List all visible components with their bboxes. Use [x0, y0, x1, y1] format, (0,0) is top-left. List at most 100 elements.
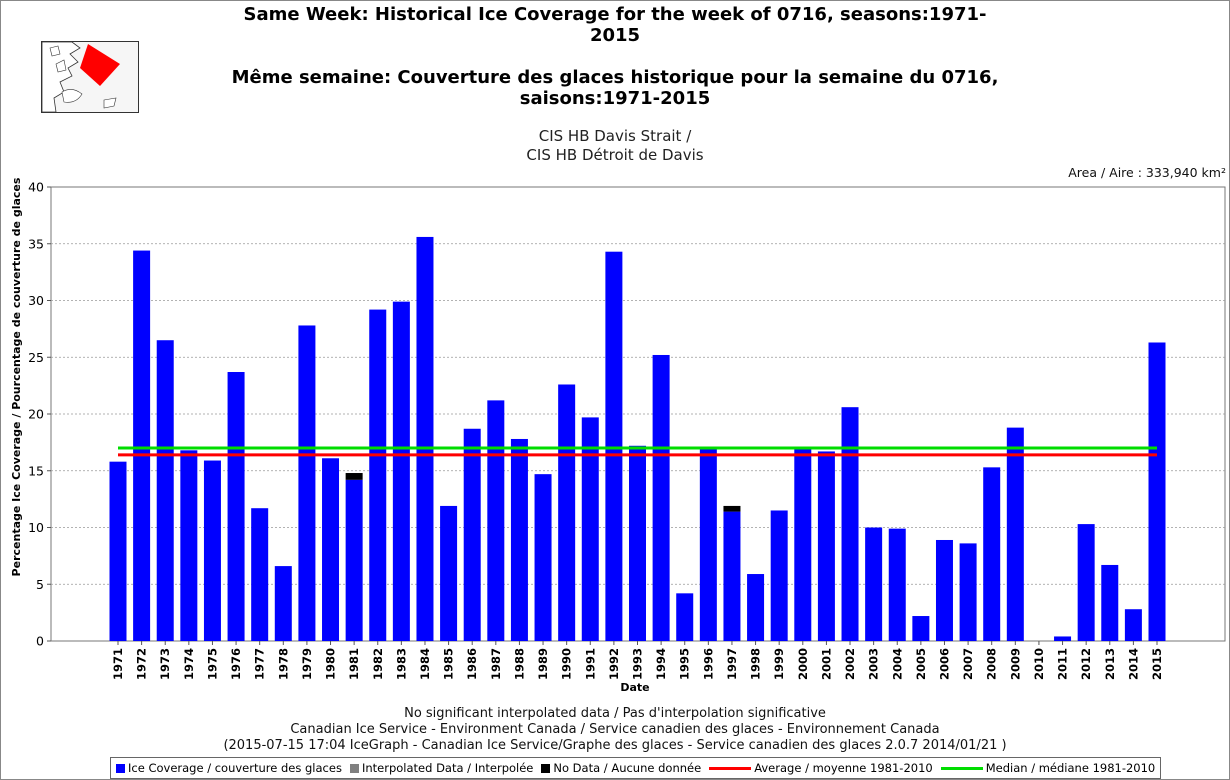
footer-line-2: Canadian Ice Service - Environment Canad… — [290, 722, 940, 737]
bar-ice-1979 — [298, 325, 316, 641]
bar-ice-2014 — [1124, 609, 1142, 641]
bar-ice-2006 — [935, 539, 953, 641]
x-tick-label: 1980 — [324, 648, 338, 680]
map-region-highlight — [80, 44, 120, 86]
bar-ice-2008 — [983, 467, 1001, 641]
bar-ice-1978 — [274, 566, 292, 641]
bar-chart-plot: 0 5 10 15 20 25 30 35 40 1971 1972 1973 1974 1975 1976… — [28, 180, 1226, 680]
bar-ice-1974 — [180, 450, 198, 641]
x-tick-label: 1997 — [725, 648, 739, 680]
y-tick-label: 25 — [28, 350, 44, 365]
bar-ice-1994 — [652, 354, 670, 641]
x-tick-label: 1991 — [583, 648, 597, 680]
chart-subtitle: CIS HB Davis Strait / CIS HB Détroit de … — [330, 127, 900, 165]
x-tick-label: 2004 — [890, 648, 904, 680]
bar-ice-1972 — [133, 250, 151, 641]
bar-ice-1998 — [747, 574, 765, 641]
bar-ice-2007 — [959, 543, 977, 641]
bar-ice-2005 — [912, 616, 930, 641]
x-tick-label: 1973 — [158, 648, 172, 680]
x-tick-label: 1996 — [701, 648, 715, 680]
bar-ice-1982 — [369, 309, 387, 641]
chart-title-fr: Même semaine: Couverture des glaces hist… — [231, 67, 999, 109]
x-tick-label: 1982 — [371, 648, 385, 680]
x-tick-label: 2001 — [819, 648, 833, 680]
bar-ice-1991 — [581, 417, 599, 641]
bar-ice-1984 — [416, 236, 434, 641]
x-tick-label: 2007 — [961, 648, 975, 680]
x-tick-label: 1974 — [182, 648, 196, 680]
legend-swatch-ice — [116, 763, 125, 773]
legend-item-ice: Ice Coverage / couverture des glaces — [116, 761, 342, 775]
y-tick-label: 30 — [28, 293, 44, 308]
bar-ice-1976 — [227, 372, 245, 641]
x-tick-label: 1998 — [749, 648, 763, 680]
x-tick-label: 1978 — [276, 648, 290, 680]
bar-ice-1983 — [392, 301, 410, 641]
bar-ice-1992 — [605, 251, 623, 641]
x-tick-label: 1983 — [394, 648, 408, 680]
legend-label-interpolated: Interpolated Data / Interpolée — [361, 761, 534, 775]
x-tick-label: 1993 — [631, 648, 645, 680]
x-tick-label: 2000 — [796, 648, 810, 680]
x-tick-label: 1981 — [347, 648, 361, 680]
bar-ice-2004 — [888, 528, 906, 641]
subtitle-line-2: CIS HB Détroit de Davis — [526, 146, 704, 164]
x-tick-label: 2013 — [1103, 648, 1117, 680]
x-tick-label: 2014 — [1126, 648, 1140, 680]
y-tick-label: 10 — [28, 520, 44, 535]
x-tick-label: 1979 — [300, 648, 314, 680]
y-tick-label: 20 — [28, 407, 44, 422]
y-tick-label: 5 — [36, 577, 44, 592]
bar-ice-2012 — [1077, 524, 1095, 641]
bar-ice-2011 — [1054, 636, 1072, 641]
bar-ice-1975 — [203, 460, 221, 641]
x-tick-label: 1999 — [772, 648, 786, 680]
chart-legend: Ice Coverage / couverture des glaces Int… — [110, 757, 1162, 779]
x-tick-label: 2003 — [867, 648, 881, 680]
x-tick-label: 2010 — [1032, 648, 1046, 680]
bar-nodata-1981 — [345, 473, 363, 480]
x-tick-label: 1976 — [229, 648, 243, 680]
legend-item-interpolated: Interpolated Data / Interpolée — [349, 761, 534, 775]
x-tick-label: 1986 — [465, 648, 479, 680]
bar-ice-2015 — [1148, 342, 1166, 641]
x-tick-label: 2011 — [1056, 648, 1070, 680]
x-tick-label: 1992 — [607, 648, 621, 680]
x-tick-label: 2005 — [914, 648, 928, 680]
bar-ice-1971 — [109, 461, 127, 641]
x-tick-label: 1972 — [135, 648, 149, 680]
y-tick-label: 0 — [36, 634, 44, 649]
bar-ice-1995 — [676, 593, 694, 641]
bar-ice-1996 — [699, 446, 717, 641]
bar-ice-2002 — [841, 407, 859, 641]
x-tick-label: 2008 — [985, 648, 999, 680]
x-tick-label: 2006 — [937, 648, 951, 680]
bar-ice-1980 — [322, 458, 340, 641]
x-tick-label: 2012 — [1079, 648, 1093, 680]
x-axis-title: Date — [620, 681, 650, 694]
bar-ice-1981 — [345, 479, 363, 641]
bar-ice-1986 — [463, 428, 481, 641]
legend-item-average: Average / moyenne 1981-2010 — [709, 761, 933, 775]
x-tick-label: 2002 — [843, 648, 857, 680]
bar-ice-1990 — [558, 384, 576, 641]
x-tick-label: 1977 — [253, 648, 267, 680]
bar-ice-1989 — [534, 474, 552, 641]
bar-ice-2001 — [817, 451, 835, 641]
legend-label-ice: Ice Coverage / couverture des glaces — [128, 761, 342, 775]
x-tick-label: 1975 — [205, 648, 219, 680]
bar-ice-1987 — [487, 400, 505, 641]
legend-item-median: Median / médiane 1981-2010 — [940, 761, 1155, 775]
bar-ice-1999 — [770, 510, 788, 641]
bar-nodata-1997 — [723, 505, 741, 512]
bar-ice-1977 — [251, 508, 269, 641]
y-tick-label: 35 — [28, 236, 44, 251]
x-tick-label: 1971 — [111, 648, 125, 680]
x-tick-label: 2009 — [1008, 648, 1022, 680]
bar-ice-1997 — [723, 511, 741, 641]
area-label: Area / Aire : 333,940 km² — [1068, 165, 1226, 180]
x-tick-label: 1988 — [512, 648, 526, 680]
x-tick-label: 1987 — [489, 648, 503, 680]
y-tick-label: 15 — [28, 463, 44, 478]
